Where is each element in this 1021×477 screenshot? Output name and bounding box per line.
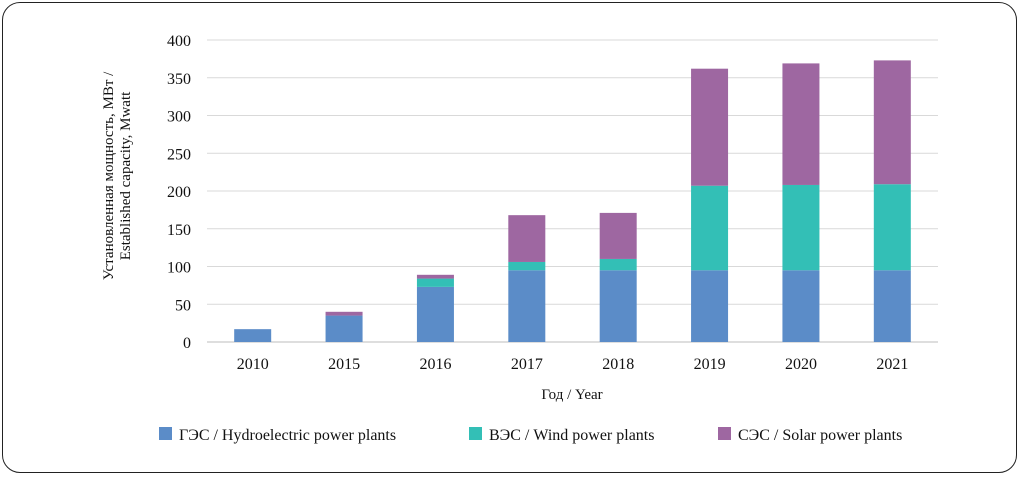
y-axis-title-line-2: Established capacity, Mwatt — [118, 91, 134, 260]
y-axis-title: Установленная мощность, МВт / Establishe… — [101, 71, 134, 280]
y-tick-label: 300 — [167, 109, 191, 126]
bar-segment — [416, 274, 454, 279]
bar-segment — [416, 278, 454, 287]
y-tick-label: 100 — [167, 260, 191, 277]
bar-segment — [691, 270, 729, 342]
x-tick-label: 2015 — [328, 356, 360, 373]
legend-label: СЭС / Solar power plants — [738, 427, 902, 444]
legend: ГЭС / Hydroelectric power plants ВЭС / Wi… — [159, 427, 902, 444]
x-axis-title: Год / Year — [541, 387, 602, 403]
bars — [234, 60, 911, 342]
bar-segment — [691, 68, 729, 186]
x-tick-label: 2019 — [694, 356, 726, 373]
bar-segment — [873, 184, 911, 271]
legend-swatch — [159, 427, 172, 440]
bar-segment — [508, 261, 546, 271]
x-tick-labels: 2010 2015 2016 2017 2018 2019 2020 2021 — [237, 356, 909, 373]
bar-segment — [782, 184, 820, 271]
y-tick-label: 150 — [167, 222, 191, 239]
bar-segment — [234, 329, 272, 342]
gridlines — [207, 39, 938, 343]
y-tick-label: 350 — [167, 71, 191, 88]
bar-segment — [873, 270, 911, 342]
y-tick-labels: 0 50 100 150 200 250 300 350 400 — [167, 33, 191, 352]
x-tick-label: 2021 — [876, 356, 908, 373]
y-tick-label: 200 — [167, 184, 191, 201]
y-axis-title-line-1: Установленная мощность, МВт / — [101, 71, 117, 280]
legend-label: ВЭС / Wind power plants — [489, 427, 654, 444]
x-tick-label: 2020 — [785, 356, 817, 373]
bar-segment — [325, 311, 363, 316]
bar-segment — [873, 60, 911, 185]
x-tick-label: 2017 — [511, 356, 543, 373]
bar-segment — [599, 270, 637, 342]
bar-segment — [599, 258, 637, 271]
legend-label: ГЭС / Hydroelectric power plants — [179, 427, 396, 444]
y-tick-label: 50 — [175, 297, 191, 314]
x-tick-label: 2016 — [419, 356, 451, 373]
bar-segment — [782, 270, 820, 342]
bar-segment — [508, 270, 546, 342]
y-tick-label: 0 — [183, 335, 191, 352]
bar-segment — [782, 63, 820, 185]
legend-swatch — [718, 427, 731, 440]
bar-segment — [416, 286, 454, 342]
bar-segment — [508, 215, 546, 262]
x-tick-label: 2018 — [602, 356, 634, 373]
bar-segment — [599, 212, 637, 259]
y-tick-label: 250 — [167, 146, 191, 163]
bar-segment — [691, 185, 729, 271]
x-tick-label: 2010 — [237, 356, 269, 373]
legend-swatch — [469, 427, 482, 440]
bar-segment — [325, 315, 363, 342]
y-tick-label: 400 — [167, 33, 191, 50]
